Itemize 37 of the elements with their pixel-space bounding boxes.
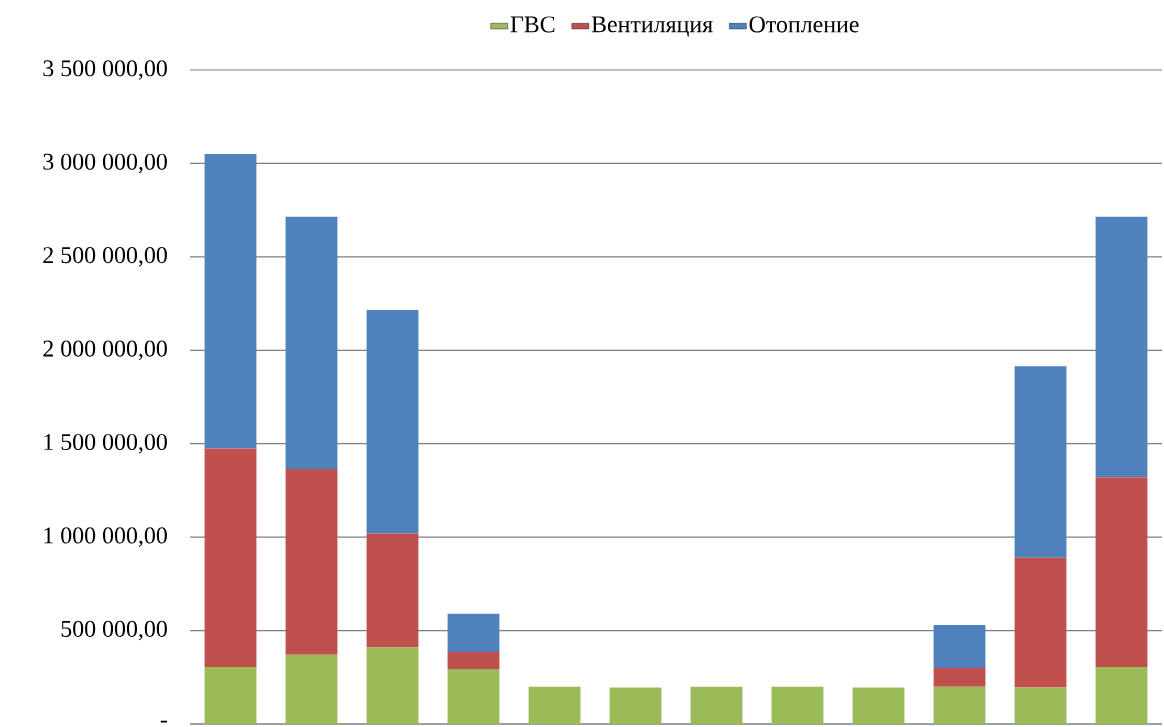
bar (366, 533, 419, 648)
bar (933, 624, 986, 668)
bar (609, 687, 662, 724)
bar (285, 468, 338, 655)
legend-label: ГВС (510, 16, 555, 33)
bar (204, 448, 257, 668)
bar (447, 668, 500, 724)
bar (285, 216, 338, 469)
bar (204, 154, 257, 449)
bar (690, 686, 743, 724)
bar (1014, 366, 1067, 558)
y-tick-label: 3 500 000,00 (43, 60, 167, 80)
bar (1014, 687, 1067, 724)
bar (1095, 216, 1148, 478)
bar (366, 647, 419, 724)
y-tick-label: 1 500 000,00 (44, 433, 167, 454)
legend-label: Отопление (749, 16, 859, 33)
bar (366, 310, 419, 534)
bar (1095, 477, 1148, 668)
bar (447, 613, 500, 653)
bar (852, 687, 905, 724)
bar (933, 667, 986, 687)
bar (447, 652, 500, 669)
y-tick-label: - (160, 720, 167, 723)
y-tick-label: 1 000 000,00 (44, 527, 167, 547)
y-tick-label: 2 000 000,00 (43, 340, 167, 361)
bar (1095, 667, 1148, 724)
y-tick-label: 2 500 000,00 (43, 247, 167, 267)
bar (1014, 557, 1067, 688)
bar (933, 686, 986, 724)
bar (528, 686, 581, 724)
bar (204, 667, 257, 724)
bar (771, 686, 824, 724)
y-tick-label: 3 000 000,00 (43, 153, 167, 174)
bar (285, 654, 338, 724)
y-tick-label: 500 000,00 (61, 620, 167, 641)
legend-label: Вентиляция (591, 16, 713, 37)
